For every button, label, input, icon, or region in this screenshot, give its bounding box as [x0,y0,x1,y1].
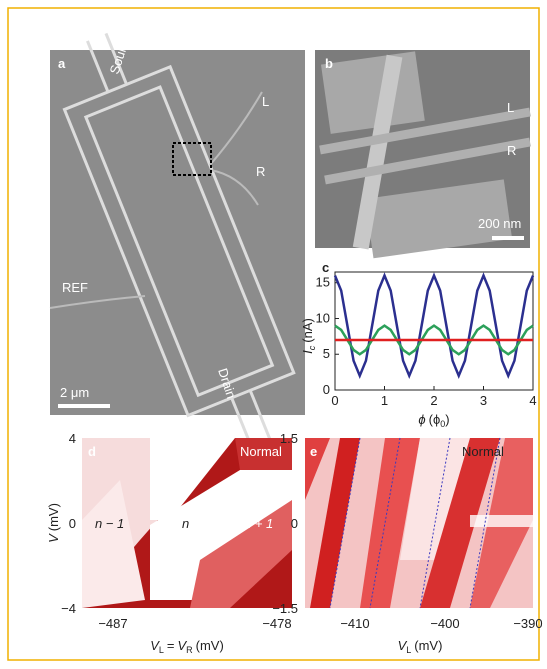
x-tick-label: 1 [381,393,388,408]
y-tick-label: 1.5 [280,431,298,446]
x-tick-label: −390 [513,616,542,631]
x-tick-label: 0 [331,393,338,408]
y-tick-label: 10 [316,310,330,325]
label: L [262,94,269,109]
scale-bar-label: 2 μm [60,385,89,400]
x-axis-label: VL(mV) [398,638,443,655]
scale-bar-label: 200 nm [478,216,521,231]
x-tick-label: −410 [340,616,369,631]
region-label: Normal [240,444,282,459]
y-tick-label: 0 [291,516,298,531]
label: R [507,143,516,158]
x-tick-label: 4 [529,393,536,408]
x-tick-label: 2 [430,393,437,408]
panel-label: c [322,260,329,275]
region-label: n + 1 [244,516,273,531]
x-tick-label: −478 [262,616,291,631]
panel-label: d [88,444,96,459]
region-label: n [182,516,189,531]
y-tick-label: 0 [323,382,330,397]
x-tick-label: 3 [480,393,487,408]
region-label: Normal [462,444,504,459]
y-tick-label: −4 [61,601,76,616]
panel-label: a [58,56,66,71]
panel-a: a Source Drain L R REF 2 μm [44,16,315,467]
label: REF [62,280,88,295]
x-tick-label: −487 [98,616,127,631]
label: R [256,164,265,179]
panel-label: b [325,56,333,71]
label: L [507,100,514,115]
y-tick-label: 15 [316,275,330,290]
y-axis-label: V(mV) [46,503,61,543]
y-tick-label: 5 [323,346,330,361]
x-tick-label: −400 [430,616,459,631]
y-tick-label: 0 [69,516,76,531]
figure: a Source Drain L R REF 2 μm b L R 200 nm… [0,0,547,669]
y-tick-label: 4 [69,431,76,446]
panel-b: b L R 200 nm [315,50,530,258]
region-label: n − 1 [95,516,124,531]
x-axis-label: ϕ(ϕ0) [418,412,449,429]
y-tick-label: −1.5 [272,601,298,616]
panel-label: e [310,444,317,459]
